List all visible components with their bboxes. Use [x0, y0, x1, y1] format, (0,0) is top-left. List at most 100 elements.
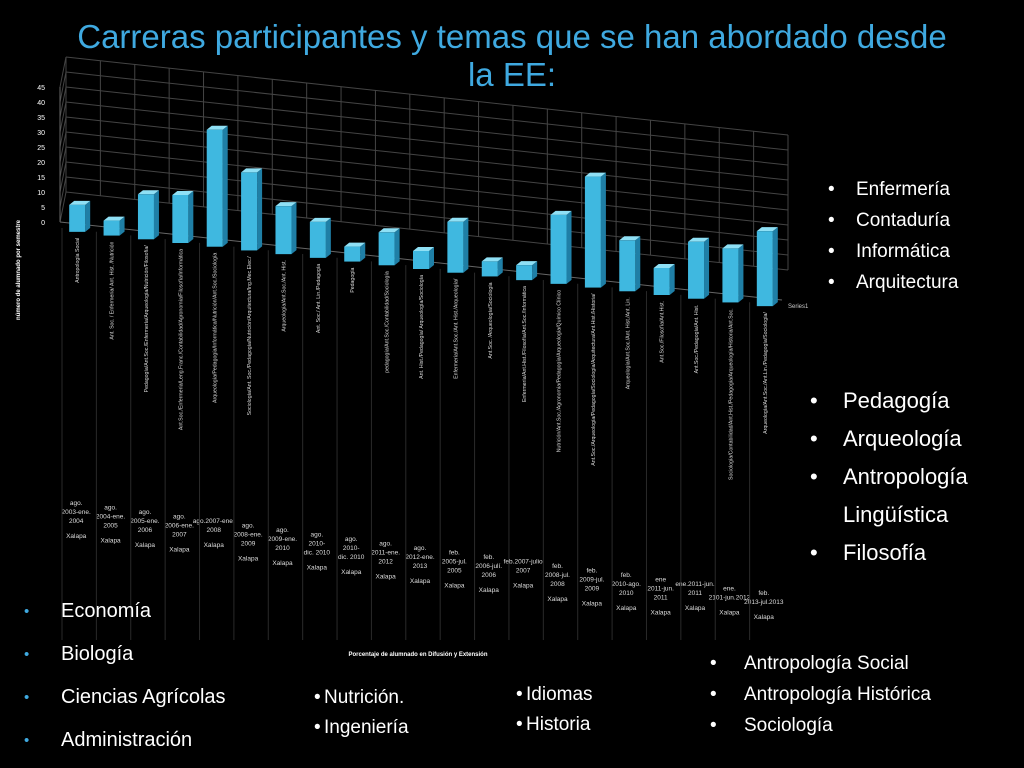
chart-gridlines	[59, 56, 789, 271]
category-period-line: 2009	[585, 586, 600, 593]
list-item: Biología	[14, 633, 226, 676]
careers-list-left: Economía Biología Ciencias Agrícolas Adm…	[14, 590, 226, 762]
bar-front	[344, 246, 361, 262]
category-period-line: ago.2007-ene.	[193, 518, 235, 525]
category-period-line: ago.	[414, 545, 427, 552]
gridline-side	[59, 71, 67, 103]
category-period-line: ene.	[723, 586, 736, 593]
bar-side	[463, 217, 469, 273]
category-topic-label: Arqueología/Ant.Soc./Ant. Hist.	[281, 260, 287, 332]
bar	[447, 217, 469, 273]
category-period-line: 2006	[138, 527, 153, 534]
category-topic-label: Ant. Soc./ Ant. Lin./Pedagogía	[316, 264, 322, 333]
category-place-label: Xalapa	[272, 560, 293, 567]
bar-top	[344, 242, 366, 247]
bar-top	[275, 202, 297, 207]
bar	[550, 210, 572, 284]
careers-list-right-top: Enfermería Contaduría Informática Arquit…	[818, 174, 958, 298]
category-period-label: ago. 2006-ene. 2007	[165, 514, 194, 539]
category-period-line: 2006	[482, 572, 497, 579]
bar-front	[137, 194, 154, 240]
category-period-line: 2101-jun.2012	[709, 595, 751, 602]
category-period-line: 2005	[103, 523, 118, 530]
bar-top	[413, 247, 434, 251]
bar-top	[722, 244, 744, 249]
category-period-line: ago.	[311, 532, 324, 539]
category-topic-label: Arqueología/Ant.Soc./Ant. Hist./Ant. Lin…	[625, 297, 631, 389]
bar-top	[378, 228, 400, 233]
careers-list-right-bottom: Antropología Social Antropología Históri…	[700, 648, 931, 741]
bar-top	[481, 257, 503, 262]
careers-list-middle-2: Idiomas Historia	[516, 680, 593, 740]
bar-side	[153, 190, 159, 240]
category-topic-label: Ant.Soc./Arqueología/Pedagogía/Sociologí…	[591, 293, 597, 466]
category-period-line: 2011-ene.	[371, 550, 400, 557]
category-period-line: 2005-jul.	[442, 559, 467, 566]
bar-top	[688, 237, 710, 242]
bar-side	[600, 172, 606, 288]
category-topic-label: Ant. Soc. / Enfermería/ Ant. Hist. /Nutr…	[110, 241, 116, 339]
category-period-line: 2008-jul.	[545, 572, 570, 579]
list-item: Antropología Social	[700, 648, 931, 679]
bar-front	[241, 172, 258, 251]
category-period-line: 2009-ene.	[268, 536, 297, 543]
category-period-line: 2010-	[343, 545, 360, 552]
category-period-line: 2009	[241, 541, 256, 548]
category-period-label: ene 2011-jun. 2011	[647, 577, 674, 602]
category-place-label: Xalapa	[375, 574, 396, 581]
bar	[722, 244, 744, 303]
bar-front	[722, 248, 739, 303]
category-period-label: feb. 2010-ago. 2010	[612, 572, 641, 597]
bar-top	[619, 236, 641, 241]
category-period-line: 2010-	[309, 541, 326, 548]
bar	[653, 264, 675, 295]
bar-front	[653, 268, 670, 295]
category-period-line: ago.	[70, 500, 83, 507]
bar-front	[481, 261, 498, 277]
bar	[688, 237, 710, 299]
category-period-label: ago. 2010- dic. 2010	[338, 536, 365, 561]
category-period-label: feb. 2009-jul. 2009	[579, 568, 604, 593]
bar-side	[669, 264, 675, 295]
bar-side	[429, 247, 434, 269]
gridline	[65, 131, 789, 211]
bar	[516, 261, 538, 281]
category-topic-label: Ant.Soc./Filosofía/Ant.Hist.	[660, 301, 666, 363]
category-period-label: ago. 2010- dic. 2010	[304, 532, 331, 557]
list-item: Informática	[818, 236, 958, 267]
category-topic-label: Nutrición/Ant.Soc./Agronomía/Pedagogía/A…	[557, 290, 563, 452]
category-period-line: feb.	[758, 590, 769, 597]
slide-title-line-2: la EE:	[467, 56, 557, 93]
bar-side	[360, 242, 366, 262]
category-place-label: Xalapa	[754, 614, 775, 621]
category-period-label: ago. 2004-ene. 2005	[96, 505, 125, 530]
category-period-line: dic. 2010	[304, 550, 331, 557]
bar	[756, 227, 778, 307]
bar-front	[275, 206, 292, 255]
category-place-label: Xalapa	[204, 542, 225, 549]
gridline-side	[59, 161, 67, 193]
list-item: Ciencias Agrícolas	[14, 676, 226, 719]
category-period-line: feb.	[449, 550, 460, 557]
category-period-line: 2006-ene.	[165, 523, 194, 530]
list-item: Arqueología	[800, 420, 1003, 458]
gridline	[65, 146, 789, 226]
gridline	[65, 56, 789, 136]
bar	[137, 190, 159, 240]
category-period-line: 2005	[447, 568, 462, 575]
bar-side	[325, 217, 331, 258]
category-place-label: Xalapa	[169, 547, 190, 554]
list-item: Filosofía	[800, 534, 1003, 572]
bar-front	[69, 204, 86, 232]
bar-front	[206, 129, 223, 247]
bar-side	[222, 125, 228, 247]
bar	[309, 217, 331, 258]
bar-front	[584, 176, 601, 288]
bar-side	[188, 191, 194, 243]
bar-top	[653, 264, 675, 268]
category-topic-label: Ant.Soc. /Arqueología/Sociología	[488, 282, 494, 358]
bar-front	[447, 221, 464, 273]
careers-list-middle-1: Nutrición. Ingeniería	[314, 683, 409, 743]
gridline-side	[59, 176, 67, 208]
category-period-line: 2006-julí.	[475, 563, 502, 570]
